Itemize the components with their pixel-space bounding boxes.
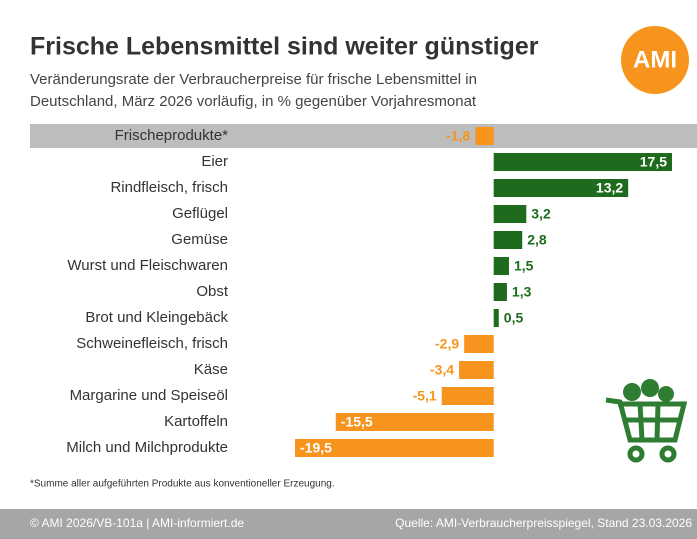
bar (464, 335, 494, 353)
value-label: -1,8 (446, 128, 470, 144)
bar (493, 179, 629, 197)
value-label: 13,2 (596, 180, 623, 196)
value-label: -19,5 (300, 440, 332, 456)
category-label: Rindfleisch, frisch (110, 179, 228, 196)
chart-title: Frische Lebensmittel sind weiter günstig… (30, 33, 539, 61)
footer-left: © AMI 2026/VB-101a | AMI-informiert.de (30, 516, 244, 530)
bar (493, 153, 672, 171)
category-label: Schweinefleisch, frisch (76, 335, 228, 352)
bar (459, 361, 494, 379)
category-label: Obst (196, 283, 229, 300)
logo (621, 26, 689, 94)
category-label: Kartoffeln (164, 413, 228, 430)
subtitle: Veränderungsrate der Verbraucherpreise f… (30, 71, 477, 88)
logo-text: AMI (633, 46, 677, 73)
category-label: Margarine und Speiseöl (70, 387, 228, 404)
cart-icon (605, 379, 688, 463)
category-label: Frischeprodukte* (115, 127, 229, 144)
value-label: -2,9 (435, 336, 459, 352)
bar (493, 257, 509, 275)
bar (475, 127, 494, 145)
bar (335, 413, 494, 431)
category-label: Milch und Milchprodukte (66, 439, 228, 456)
category-label: Wurst und Fleischwaren (67, 257, 228, 274)
bar (493, 309, 499, 327)
value-label: -15,5 (341, 414, 373, 430)
highlight-row (30, 124, 697, 148)
value-label: -5,1 (413, 388, 437, 404)
bar (493, 283, 507, 301)
bar (493, 231, 523, 249)
category-label: Geflügel (172, 205, 228, 222)
category-label: Gemüse (171, 231, 228, 248)
value-label: 2,8 (527, 232, 547, 248)
footnote: *Summe aller aufgeführten Produkte aus k… (30, 479, 335, 490)
bar (295, 439, 494, 457)
value-label: 1,5 (514, 258, 534, 274)
bar (441, 387, 494, 405)
bar (493, 205, 527, 223)
category-label: Eier (201, 153, 228, 170)
value-label: 3,2 (531, 206, 551, 222)
value-label: 1,3 (512, 284, 532, 300)
value-label: 0,5 (504, 310, 524, 326)
category-label: Brot und Kleingebäck (85, 309, 228, 326)
footer-bar (0, 509, 697, 539)
value-label: -3,4 (430, 362, 454, 378)
subtitle: Deutschland, März 2026 vorläufig, in % g… (30, 93, 477, 110)
category-label: Käse (194, 361, 228, 378)
value-label: 17,5 (640, 154, 667, 170)
footer-right: Quelle: AMI-Verbraucherpreisspiegel, Sta… (395, 516, 692, 530)
